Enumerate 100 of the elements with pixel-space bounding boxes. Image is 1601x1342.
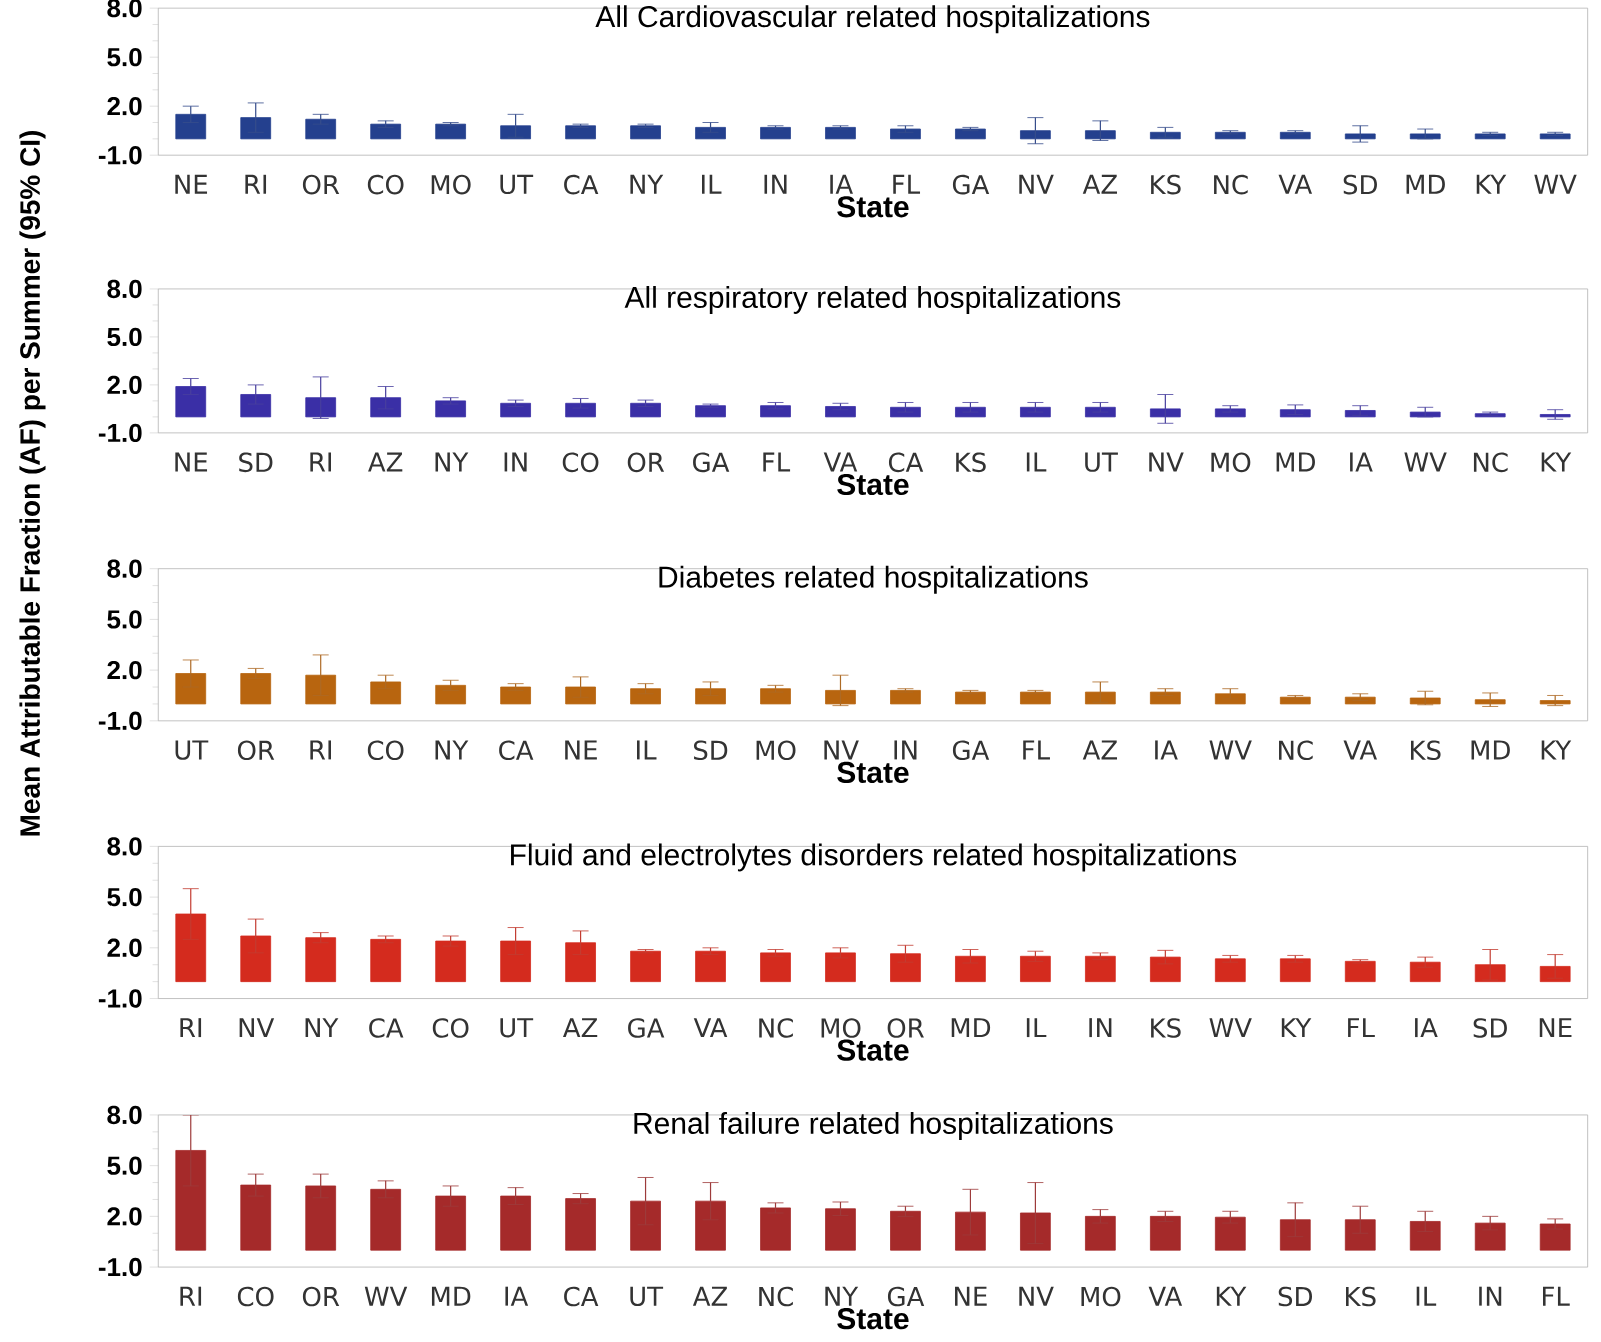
x-tick-label: UT bbox=[630, 1286, 664, 1307]
x-tick-label: MD bbox=[1471, 740, 1510, 760]
x-tick-label: MD bbox=[1406, 174, 1445, 194]
x-tick-label: GA bbox=[628, 1018, 665, 1038]
x-tick-label: SD bbox=[1473, 1018, 1507, 1038]
y-tick-label: 2.0 bbox=[107, 660, 142, 680]
x-tick-label: IN bbox=[894, 740, 917, 760]
x-tick-label: NC bbox=[759, 1018, 793, 1038]
x-tick-label: KS bbox=[1151, 174, 1181, 195]
y-tick-label: -1.0 bbox=[98, 423, 142, 443]
x-tick-label: MO bbox=[431, 174, 471, 195]
x-tick-label: OR bbox=[237, 740, 275, 761]
x-tick-label: CO bbox=[367, 174, 404, 195]
x-tick-label: MO bbox=[821, 1018, 861, 1038]
y-tick-label: 5.0 bbox=[107, 887, 142, 907]
x-tick-label: MD bbox=[431, 1286, 471, 1306]
x-tick-label: KS bbox=[1151, 1018, 1181, 1038]
x-tick-label: GA bbox=[952, 174, 990, 195]
chart-title: Fluid and electrolytes disorders related hospitalizations bbox=[511, 843, 1237, 872]
x-tick-label: IL bbox=[1026, 452, 1047, 472]
x-tick-label: AZ bbox=[692, 1286, 728, 1306]
y-tick-label: -1.0 bbox=[98, 1257, 142, 1277]
x-tick-label: SD bbox=[1278, 1286, 1313, 1307]
y-tick-label: 5.0 bbox=[107, 610, 142, 629]
x-tick-label: CA bbox=[499, 740, 534, 761]
x-tick-label: OR bbox=[302, 1286, 340, 1307]
x-tick-label: KY bbox=[1476, 174, 1507, 194]
x-tick-label: IN bbox=[1089, 1018, 1112, 1038]
x-tick-label: MD bbox=[1276, 452, 1315, 472]
x-tick-label: IA bbox=[505, 1286, 529, 1306]
x-tick-label: NV bbox=[239, 1018, 275, 1038]
x-tick-label: GA bbox=[887, 1286, 925, 1307]
x-tick-label: RI bbox=[180, 1018, 202, 1038]
y-tick-label: 8.0 bbox=[107, 279, 142, 299]
x-tick-label: AZ bbox=[1082, 740, 1118, 760]
x-tick-label: WV bbox=[1404, 452, 1447, 472]
x-axis-title: State bbox=[837, 1039, 909, 1061]
x-tick-label: NC bbox=[759, 1286, 793, 1307]
x-tick-label: CA bbox=[564, 174, 599, 195]
x-tick-label: NV bbox=[1149, 452, 1184, 472]
x-axis-title: State bbox=[837, 1308, 909, 1330]
x-tick-label: MO bbox=[1211, 452, 1251, 473]
x-tick-label: WV bbox=[1209, 1018, 1252, 1038]
x-tick-label: VA bbox=[693, 1018, 728, 1038]
y-tick-label: -1.0 bbox=[98, 145, 142, 165]
x-tick-label: NY bbox=[435, 740, 469, 760]
x-tick-label: NV bbox=[1019, 174, 1054, 194]
y-tick-label: 2.0 bbox=[107, 96, 142, 116]
y-tick-label: 5.0 bbox=[107, 1156, 142, 1175]
x-tick-label: MO bbox=[756, 740, 796, 761]
x-tick-label: NV bbox=[1019, 1286, 1054, 1306]
x-tick-label: OR bbox=[887, 1018, 924, 1038]
x-tick-label: IN bbox=[504, 452, 527, 472]
x-tick-label: FL bbox=[1023, 740, 1050, 760]
x-tick-label: MD bbox=[951, 1018, 991, 1038]
x-tick-label: KS bbox=[956, 452, 986, 473]
x-tick-label: IA bbox=[1350, 452, 1373, 472]
x-tick-label: AZ bbox=[562, 1018, 598, 1038]
y-tick-label: 8.0 bbox=[107, 1105, 142, 1125]
x-tick-label: VA bbox=[1148, 1286, 1183, 1306]
x-tick-label: FL bbox=[763, 452, 791, 472]
x-tick-label: SD bbox=[1343, 174, 1377, 195]
x-tick-label: FL bbox=[1348, 1018, 1375, 1038]
x-tick-label: RI bbox=[310, 452, 332, 472]
chart-title: Diabetes related hospitalizations bbox=[659, 565, 1088, 594]
x-tick-label: IL bbox=[1416, 1286, 1437, 1306]
x-tick-label: UT bbox=[500, 174, 534, 195]
x-tick-label: NY bbox=[825, 1286, 859, 1306]
y-tick-label: 2.0 bbox=[107, 938, 142, 958]
x-tick-label: VA bbox=[1343, 740, 1378, 760]
x-tick-label: SD bbox=[239, 452, 273, 473]
x-tick-label: NC bbox=[1214, 174, 1248, 195]
x-tick-label: WV bbox=[364, 1286, 408, 1306]
x-tick-label: CA bbox=[564, 1286, 599, 1307]
x-tick-label: CO bbox=[562, 452, 599, 473]
x-tick-label: NE bbox=[1539, 1018, 1572, 1038]
x-tick-label: KY bbox=[1541, 452, 1572, 472]
x-tick-label: VA bbox=[1278, 174, 1313, 194]
x-tick-label: FL bbox=[1543, 1286, 1570, 1306]
x-tick-label: CA bbox=[888, 452, 924, 473]
x-tick-label: NY bbox=[630, 174, 664, 194]
x-tick-label: AZ bbox=[1082, 174, 1118, 194]
x-tick-label: NE bbox=[175, 452, 208, 472]
x-tick-label: UT bbox=[1085, 452, 1118, 472]
x-tick-label: NE bbox=[565, 740, 597, 760]
x-tick-label: NE bbox=[175, 174, 208, 194]
y-tick-label: 8.0 bbox=[107, 837, 142, 856]
x-tick-label: IL bbox=[1026, 1018, 1047, 1038]
x-tick-label: GA bbox=[952, 740, 990, 761]
x-tick-label: NC bbox=[1279, 740, 1313, 761]
chart-title: Renal failure related hospitalizations bbox=[634, 1112, 1113, 1140]
x-tick-label: KS bbox=[1411, 740, 1441, 761]
y-tick-label: 5.0 bbox=[107, 327, 142, 347]
x-tick-label: KY bbox=[1541, 740, 1572, 760]
x-tick-label: RI bbox=[245, 174, 267, 194]
x-tick-label: NC bbox=[1473, 452, 1508, 473]
x-axis-title: State bbox=[837, 196, 909, 218]
x-tick-label: CA bbox=[369, 1018, 404, 1038]
x-tick-label: AZ bbox=[368, 452, 403, 472]
x-tick-label: WV bbox=[1534, 174, 1577, 194]
